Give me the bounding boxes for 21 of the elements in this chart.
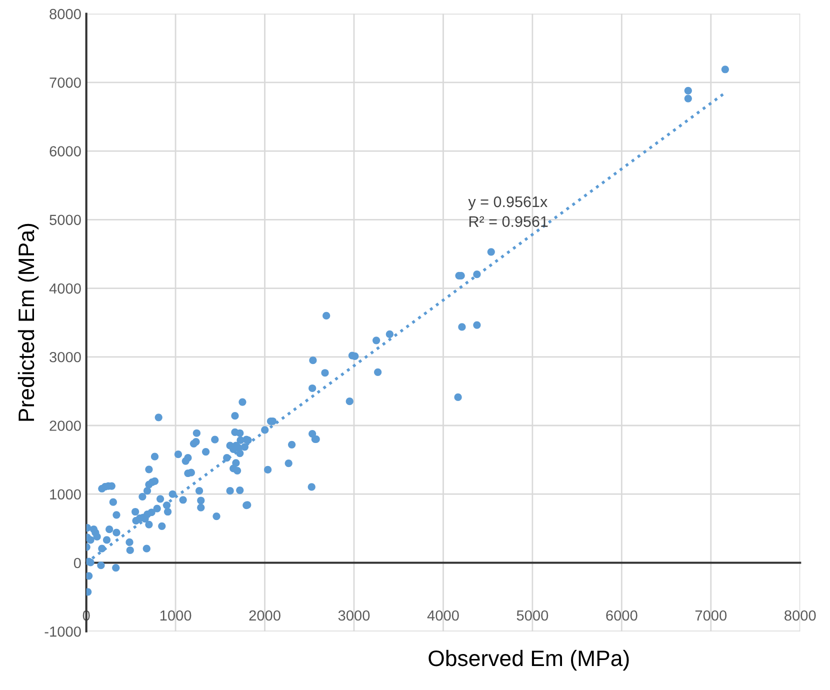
y-tick-label: 4000 [49, 283, 81, 294]
x-tick-label: 7000 [695, 610, 727, 621]
y-tick-label: 0 [74, 558, 81, 568]
x-axis-title: Observed Em (MPa) [428, 650, 629, 671]
x-tick-label: 4000 [427, 610, 459, 621]
annotation: y = 0.9561x R² = 0.9561 [468, 196, 548, 227]
y-tick-label: 1000 [50, 489, 81, 500]
y-tick-label: 6000 [50, 146, 81, 156]
x-tick-label: 3000 [338, 610, 370, 621]
x-tick-label: 8000 [784, 610, 816, 621]
x-tick-label: 5000 [516, 610, 548, 621]
y-tick-label: 3000 [50, 352, 81, 362]
y-tick-label: 7000 [50, 78, 81, 88]
y-tick-label: -1000 [44, 626, 81, 637]
y-axis-title: Predicted Em (MPa) [18, 224, 39, 421]
y-tick-label: 8000 [50, 8, 81, 20]
x-tick-label: 2000 [249, 610, 280, 621]
y-tick-label: 2000 [50, 420, 81, 431]
y-tick-label: 5000 [50, 214, 81, 226]
x-tick-label: 6000 [606, 610, 638, 621]
x-tick-label: 1000 [160, 610, 192, 621]
